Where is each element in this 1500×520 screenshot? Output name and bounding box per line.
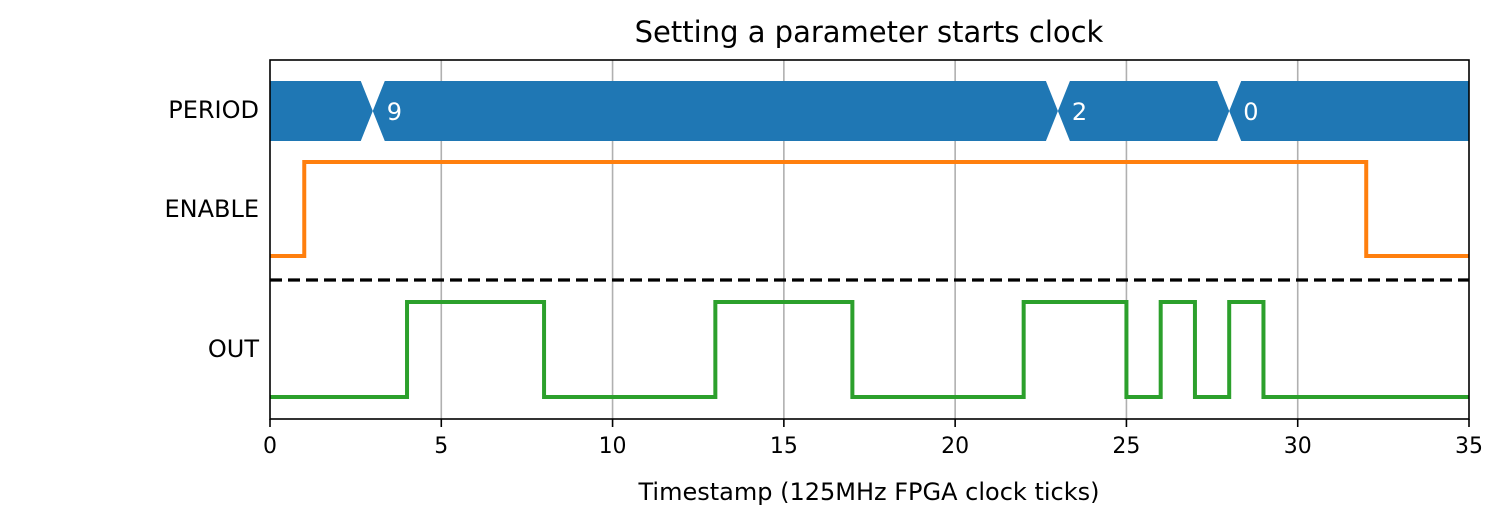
x-tick-label-35: 35 [1455,434,1483,459]
x-tick-label-0: 0 [263,434,277,459]
signal-traces [270,160,1469,399]
period-segment-2 [1057,81,1230,141]
x-axis: 0 5 10 15 20 25 30 35 [263,419,1483,459]
row-labels: PERIOD ENABLE OUT [164,96,259,363]
period-segment-0 [270,81,373,141]
x-tick-label-5: 5 [434,434,448,459]
row-label-out: OUT [208,335,259,363]
x-tick-label-15: 15 [770,434,798,459]
x-axis-label: Timestamp (125MHz FPGA clock ticks) [638,478,1100,506]
period-segment-3 [1229,81,1469,141]
period-segment-1 [372,81,1058,141]
period-value-label-3: 0 [1243,98,1258,126]
row-label-period: PERIOD [168,96,259,124]
signal-out [270,300,1469,399]
period-bus: 9 2 0 [270,81,1469,141]
row-label-enable: ENABLE [164,195,259,223]
x-tick-label-30: 30 [1284,434,1312,459]
chart-title: Setting a parameter starts clock [635,15,1104,49]
x-tick-label-20: 20 [941,434,969,459]
x-tick-label-25: 25 [1112,434,1140,459]
signal-enable [270,160,1469,258]
x-tick-label-10: 10 [599,434,627,459]
plot-frame [269,59,1470,420]
period-value-label-1: 9 [387,98,402,126]
period-value-label-2: 2 [1072,98,1087,126]
